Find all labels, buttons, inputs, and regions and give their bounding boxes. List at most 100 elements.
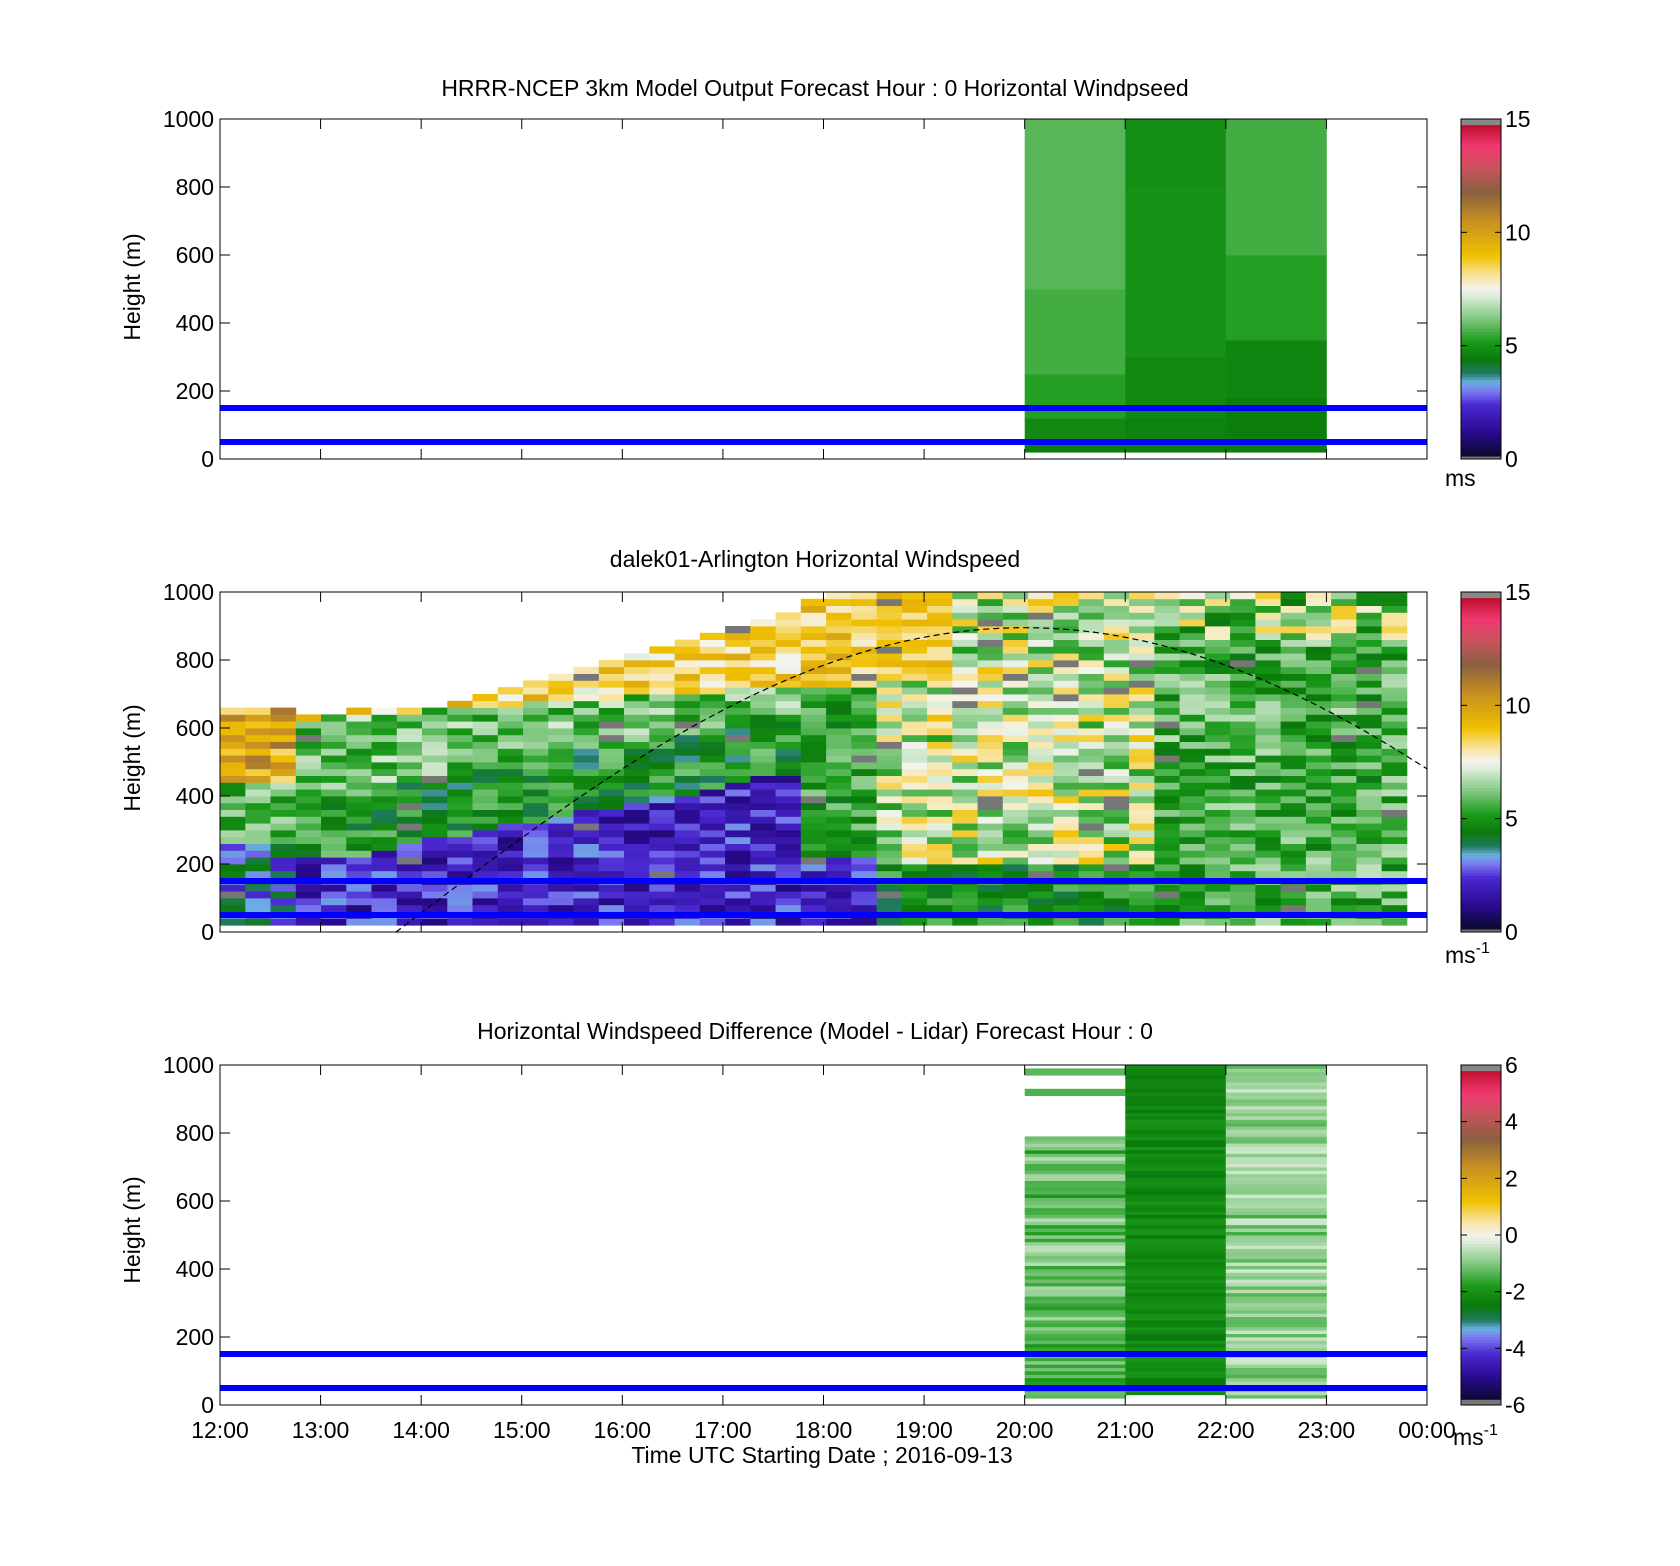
heatmap-cell: [573, 673, 600, 681]
heatmap-cell: [548, 884, 574, 892]
y-axis-label: Height (m): [119, 233, 145, 340]
heatmap-cell: [1002, 864, 1029, 872]
heatmap-cell: [422, 789, 448, 797]
heatmap-cell: [876, 673, 903, 681]
heatmap-cell: [573, 823, 600, 831]
heatmap-cell: [674, 728, 701, 736]
heatmap-cell: [1024, 1214, 1126, 1219]
heatmap-cell: [1381, 796, 1408, 804]
heatmap-cell: [1154, 653, 1181, 661]
heatmap-cell: [1204, 884, 1231, 892]
heatmap-cell: [1305, 898, 1332, 906]
colorbar-swatch: [1461, 1396, 1501, 1400]
heatmap-cell: [1125, 1177, 1227, 1181]
heatmap-cell: [220, 816, 246, 824]
heatmap-cell: [800, 707, 827, 715]
heatmap-cell: [699, 741, 726, 749]
heatmap-cell: [1125, 1116, 1227, 1120]
heatmap-cell: [1024, 1187, 1126, 1192]
heatmap-cell: [1125, 1323, 1227, 1328]
heatmap-cell: [1225, 1194, 1327, 1198]
heatmap-cell: [523, 775, 549, 783]
heatmap-cell: [245, 748, 271, 756]
heatmap-cell: [1255, 789, 1282, 797]
heatmap-cell: [497, 748, 524, 756]
heatmap-cell: [245, 904, 271, 912]
heatmap-cell: [977, 687, 1004, 695]
heatmap-cell: [674, 850, 701, 858]
heatmap-cell: [295, 816, 322, 824]
colorbar-swatch: [1461, 119, 1501, 123]
heatmap-cell: [1225, 1272, 1327, 1277]
colorbar-swatch: [1461, 1325, 1501, 1329]
heatmap-cell: [422, 707, 448, 715]
colorbar-swatch: [1461, 1192, 1501, 1196]
heatmap-cell: [422, 850, 448, 858]
heatmap-cell: [977, 782, 1004, 790]
colorbar-swatch: [1461, 898, 1501, 902]
heatmap-cell: [1154, 884, 1181, 892]
heatmap-cell: [1179, 673, 1206, 681]
heatmap-cell: [1255, 782, 1282, 790]
heatmap-cell: [1179, 768, 1206, 776]
heatmap-cell: [851, 714, 877, 722]
heatmap-cell: [1024, 1167, 1126, 1171]
heatmap-cell: [1129, 721, 1155, 729]
colorbar-swatch: [1461, 1158, 1501, 1162]
heatmap-cell: [624, 830, 650, 838]
heatmap-cell: [1204, 721, 1231, 729]
heatmap-cell: [1204, 898, 1231, 906]
heatmap-cell: [725, 816, 751, 824]
dashed-curve-line: [395, 627, 1428, 933]
heatmap-cell: [548, 721, 574, 729]
heatmap-cell: [1225, 1360, 1327, 1365]
heatmap-cell: [750, 884, 776, 892]
heatmap-cell: [1078, 816, 1105, 824]
heatmap-cell: [1053, 694, 1079, 702]
heatmap-cell: [1125, 1286, 1227, 1290]
heatmap-cell: [295, 857, 322, 865]
heatmap-cell: [472, 843, 499, 851]
heatmap-cell: [901, 884, 928, 892]
heatmap-cell: [371, 762, 398, 770]
heatmap-cell: [1053, 646, 1079, 654]
heatmap-cell: [1225, 1173, 1327, 1178]
heatmap-cell: [1154, 741, 1181, 749]
heatmap-cell: [598, 884, 625, 892]
colorbar-swatch: [1461, 1388, 1501, 1392]
heatmap-cell: [295, 864, 322, 872]
colorbar-swatch: [1461, 413, 1501, 417]
heatmap-cell: [497, 755, 524, 763]
heatmap-cell: [624, 734, 650, 742]
heatmap-cell: [826, 748, 852, 756]
heatmap-cell: [447, 843, 473, 851]
heatmap-cell: [699, 728, 726, 736]
heatmap-cell: [598, 823, 625, 831]
heatmap-cell: [598, 775, 625, 783]
heatmap-cell: [952, 755, 978, 763]
heatmap-cell: [1255, 666, 1282, 674]
heatmap-cell: [750, 816, 776, 824]
heatmap-cell: [1125, 1153, 1227, 1158]
heatmap-cell: [800, 796, 827, 804]
heatmap-cell: [396, 898, 423, 906]
heatmap-cell: [573, 707, 600, 715]
heatmap-cell: [1028, 592, 1054, 600]
heatmap-cell: [1255, 898, 1282, 906]
heatmap-cell: [1204, 796, 1231, 804]
colorbar-swatch: [1461, 779, 1501, 783]
heatmap-cell: [876, 850, 903, 858]
colorbar-swatch: [1461, 917, 1501, 922]
colorbar-swatch: [1461, 1317, 1501, 1321]
colorbar-swatch: [1461, 903, 1501, 907]
heatmap-cell: [1179, 898, 1206, 906]
colorbar-swatch: [1461, 852, 1501, 856]
heatmap-cell: [1381, 918, 1408, 926]
heatmap-cell: [1078, 898, 1105, 906]
heatmap-cell: [1225, 1309, 1327, 1314]
heatmap-cell: [321, 734, 347, 742]
heatmap-cell: [1280, 639, 1307, 647]
heatmap-cell: [1024, 1207, 1126, 1212]
colorbar-swatch: [1461, 453, 1501, 457]
